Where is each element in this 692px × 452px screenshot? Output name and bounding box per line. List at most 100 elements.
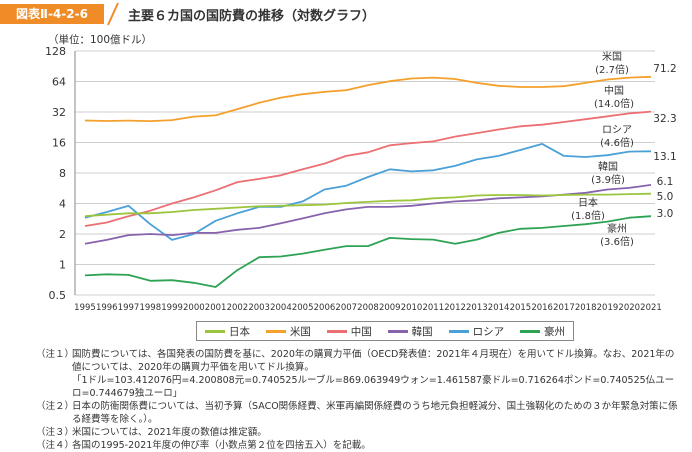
legend-swatch-russia (448, 329, 469, 333)
y-tick-label: 16 (52, 137, 66, 150)
legend-swatch-usa (265, 329, 286, 333)
x-tick-label: 2007 (335, 303, 357, 313)
x-tick-label: 2003 (248, 303, 270, 313)
legend-item-usa: 米国 (265, 324, 311, 339)
y-tick-label: 8 (59, 167, 66, 180)
chart-axes: 128 64 32 16 8 4 2 1 0.5 1995 1996 1997 1998 1999 2000… (45, 45, 662, 313)
x-tick-label: 2017 (553, 303, 575, 313)
y-tick-label: 64 (52, 76, 66, 89)
y-tick-label: 32 (52, 106, 66, 119)
x-tick-label: 1997 (118, 303, 140, 313)
legend-swatch-japan (204, 329, 225, 333)
notes-section: （注１） 国防費については、各国発表の国防費を基に、2020年の購買力平価（OE… (36, 348, 682, 452)
x-tick-label: 1999 (161, 303, 183, 313)
end-label-russia-country: ロシア (602, 125, 632, 136)
series-line-russia (84, 142, 652, 241)
figure-header: 図表Ⅱ-4-2-6 主要６カ国の国防費の推移（対数グラフ） (0, 0, 692, 30)
legend-item-russia: ロシア (448, 324, 505, 339)
note-2-label: （注２） (36, 401, 75, 412)
y-tick-label: 1 (59, 259, 66, 272)
note-4-label: （注４） (36, 440, 75, 451)
x-tick-label: 2014 (488, 303, 510, 313)
end-label-korea-rate: (3.9倍) (591, 173, 625, 186)
x-tick-label: 2010 (401, 303, 423, 313)
end-label-japan-value: 5.0 (657, 191, 674, 203)
end-label-usa-value: 71.2 (653, 63, 676, 75)
legend-label-usa: 米国 (289, 325, 311, 338)
x-tick-label: 2021 (640, 303, 662, 313)
legend-label-korea: 韓国 (411, 325, 433, 338)
x-tick-label: 2011 (422, 303, 444, 313)
header-slash-decoration (107, 2, 119, 26)
y-tick-label: 4 (59, 198, 66, 211)
x-tick-label: 2020 (618, 303, 640, 313)
end-label-japan-rate: (1.8倍) (571, 209, 605, 222)
chart-grid (75, 50, 655, 296)
note-2-text: 日本の防衛関係費については、当初予算（SACO関係経費、米軍再編関係経費のうち地… (72, 401, 678, 425)
x-tick-label: 2018 (575, 303, 597, 313)
end-label-korea-value: 6.1 (657, 176, 674, 188)
legend-label-australia: 豪州 (543, 325, 565, 338)
legend-item-china: 中国 (326, 324, 372, 339)
note-1-exchange-rates: 「1ドル=103.412076円=4.200808元=0.740525ルーブル=… (72, 375, 675, 399)
x-tick-label: 2004 (270, 303, 292, 313)
legend-label-china: 中国 (350, 325, 372, 338)
series-line-japan (84, 192, 652, 218)
end-label-australia-rate: (3.6倍) (600, 235, 634, 248)
note-1-text: 国防費については、各国発表の国防費を基に、2020年の購買力平価（OECD発表値… (72, 349, 675, 373)
x-tick-label: 2013 (466, 303, 488, 313)
legend-swatch-china (326, 329, 347, 333)
y-tick-label: 128 (45, 45, 66, 58)
end-label-china-country: 中国 (604, 84, 624, 97)
legend-item-australia: 豪州 (519, 324, 565, 339)
x-tick-label: 2002 (227, 303, 249, 313)
x-tick-label: 2012 (444, 303, 466, 313)
line-chart: 128 64 32 16 8 4 2 1 0.5 1995 1996 1997 1998 1999 2000… (45, 45, 677, 313)
chart-legend: 日本 米国 中国 韓国 ロシア 豪州 (196, 321, 574, 341)
unit-label: （単位：100億ドル） (48, 34, 153, 46)
x-tick-label: 2015 (510, 303, 532, 313)
series-line-usa (84, 75, 652, 122)
legend-label-japan: 日本 (228, 325, 250, 338)
legend-item-japan: 日本 (204, 324, 250, 339)
x-tick-label: 1996 (96, 303, 118, 313)
x-tick-label: 2005 (292, 303, 314, 313)
end-label-russia-rate: (4.6倍) (600, 136, 634, 149)
end-label-usa-rate: (2.7倍) (595, 63, 629, 76)
x-tick-label: 1995 (74, 303, 96, 313)
legend-swatch-australia (519, 329, 540, 333)
note-4: （注４） 各国の1995-2021年度の伸び率（小数点第２位を四捨五入）を記載。 (36, 439, 682, 452)
y-tick-label: 2 (59, 228, 66, 241)
series-line-korea (84, 184, 652, 245)
note-1: （注１） 国防費については、各国発表の国防費を基に、2020年の購買力平価（OE… (36, 348, 682, 374)
note-1-label: （注１） (36, 349, 75, 360)
legend-label-russia: ロシア (472, 325, 505, 338)
note-3-text: 米国については、2021年度の数値は推定額。 (72, 427, 267, 438)
chart-end-labels: 米国(2.7倍) 71.2 中国(14.0倍) 32.3 ロシア(4.6倍) 13.1 韓国… (571, 50, 677, 248)
legend-swatch-korea (387, 329, 408, 333)
series-line-china (84, 110, 652, 227)
x-tick-label: 2009 (379, 303, 401, 313)
series-line-australia (84, 215, 652, 288)
note-3: （注３） 米国については、2021年度の数値は推定額。 (36, 426, 682, 439)
x-tick-label: 2019 (597, 303, 619, 313)
y-tick-label: 0.5 (49, 289, 67, 302)
x-tick-label: 1998 (139, 303, 161, 313)
chart-series (84, 75, 652, 288)
end-label-russia-value: 13.1 (653, 151, 676, 163)
end-label-china-rate: (14.0倍) (594, 97, 634, 110)
figure-number-badge: 図表Ⅱ-4-2-6 (0, 4, 104, 24)
figure-title: 主要６カ国の国防費の推移（対数グラフ） (128, 9, 376, 24)
end-label-japan-country: 日本 (578, 196, 598, 209)
end-label-china-value: 32.3 (653, 113, 676, 125)
end-label-usa-country: 米国 (602, 50, 622, 63)
x-tick-label: 2016 (531, 303, 553, 313)
end-label-korea-country: 韓国 (598, 161, 618, 173)
x-tick-label: 2008 (357, 303, 379, 313)
end-label-australia-value: 3.0 (657, 208, 674, 220)
x-tick-label: 2001 (205, 303, 227, 313)
legend-item-korea: 韓国 (387, 324, 433, 339)
note-2: （注２） 日本の防衛関係費については、当初予算（SACO関係経費、米軍再編関係経… (36, 400, 682, 426)
end-label-australia-country: 豪州 (607, 222, 627, 235)
note-3-label: （注３） (36, 427, 75, 438)
